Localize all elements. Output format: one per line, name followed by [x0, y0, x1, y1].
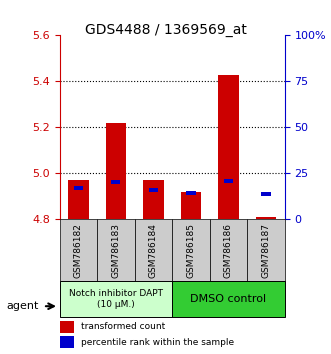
- Bar: [218, 75, 239, 219]
- FancyBboxPatch shape: [97, 219, 135, 281]
- Bar: [261, 192, 270, 196]
- FancyBboxPatch shape: [210, 219, 247, 281]
- Bar: [68, 181, 89, 219]
- FancyBboxPatch shape: [60, 281, 172, 317]
- Text: Notch inhibitor DAPT
(10 μM.): Notch inhibitor DAPT (10 μM.): [69, 290, 163, 309]
- Bar: [256, 217, 276, 219]
- Text: transformed count: transformed count: [81, 322, 165, 331]
- Text: GSM786184: GSM786184: [149, 223, 158, 278]
- Bar: [186, 191, 196, 195]
- Bar: [106, 123, 126, 219]
- Bar: [224, 179, 233, 183]
- Bar: [149, 188, 158, 192]
- FancyBboxPatch shape: [247, 219, 285, 281]
- Bar: [60, 321, 74, 333]
- Text: DMSO control: DMSO control: [190, 294, 266, 304]
- Bar: [181, 192, 201, 219]
- Text: GSM786182: GSM786182: [74, 223, 83, 278]
- Bar: [111, 180, 120, 184]
- FancyBboxPatch shape: [60, 219, 97, 281]
- FancyBboxPatch shape: [172, 281, 285, 317]
- Text: GDS4488 / 1369569_at: GDS4488 / 1369569_at: [84, 23, 247, 37]
- FancyBboxPatch shape: [172, 219, 210, 281]
- Bar: [143, 181, 164, 219]
- Text: agent: agent: [7, 301, 39, 311]
- Bar: [60, 336, 74, 348]
- Text: percentile rank within the sample: percentile rank within the sample: [81, 338, 234, 347]
- Text: GSM786186: GSM786186: [224, 223, 233, 278]
- Text: GSM786187: GSM786187: [261, 223, 270, 278]
- Text: GSM786185: GSM786185: [186, 223, 195, 278]
- FancyBboxPatch shape: [135, 219, 172, 281]
- Text: GSM786183: GSM786183: [111, 223, 120, 278]
- Bar: [74, 186, 83, 190]
